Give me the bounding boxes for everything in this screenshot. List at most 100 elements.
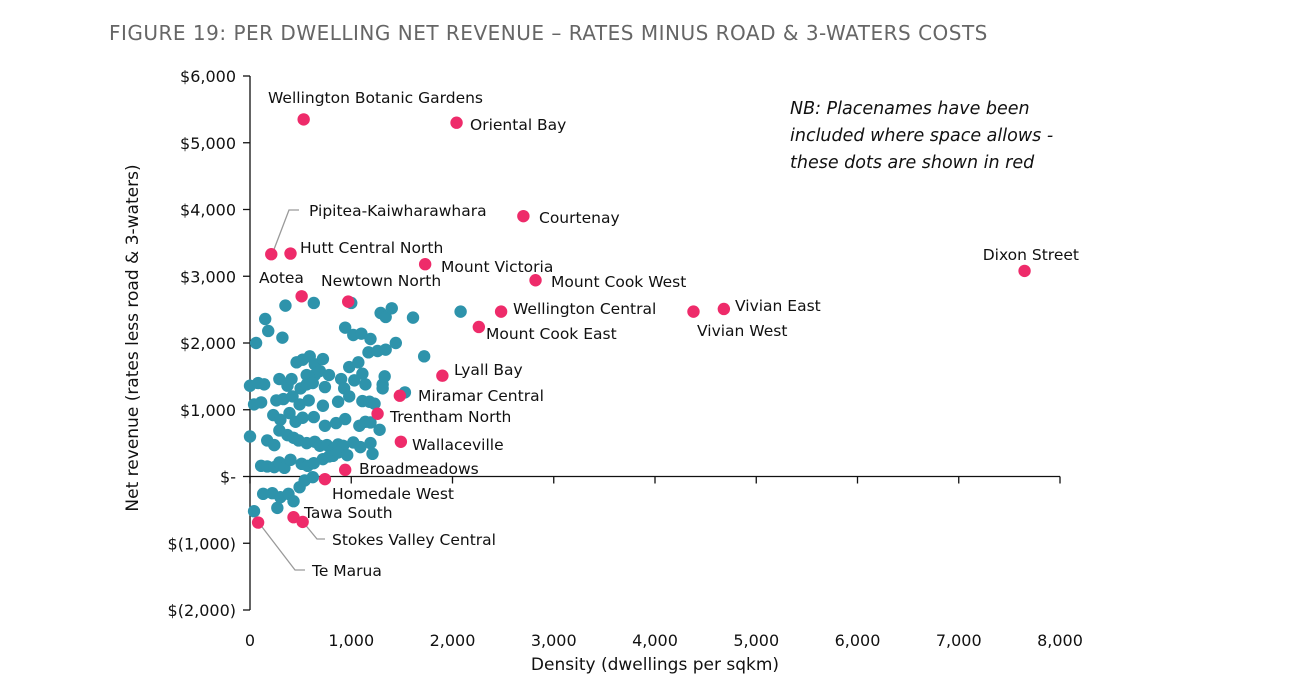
y-tick-label: $3,000 [180, 267, 236, 286]
named-points [251, 113, 1031, 529]
named-data-point [1018, 264, 1031, 278]
data-point [366, 447, 379, 461]
data-point [322, 368, 336, 382]
data-point [364, 436, 377, 450]
y-ticks: $6,000 $5,000 $4,000 $3,000 $2,000 $1,000 $- $(… [168, 67, 250, 620]
x-tick-label: 3,000 [531, 631, 577, 650]
place-label: Lyall Bay [454, 361, 523, 379]
place-label: Wellington Botanic Gardens [268, 89, 483, 107]
place-label: Newtown North [321, 272, 441, 290]
data-point [302, 394, 315, 407]
leader-line [272, 209, 299, 253]
data-point [364, 332, 377, 346]
data-point [355, 327, 368, 340]
data-point [256, 487, 270, 501]
x-tick-label: 6,000 [835, 631, 881, 650]
y-axis-label: Net revenue (rates less road & 3-waters) [123, 164, 143, 511]
named-data-point [342, 295, 355, 308]
place-label: Te Marua [311, 562, 382, 580]
y-tick-label: $(2,000) [168, 601, 236, 620]
data-point [258, 312, 272, 326]
data-point [338, 412, 352, 426]
unnamed-points [243, 296, 467, 518]
data-point [276, 331, 289, 344]
y-tick-label: $2,000 [180, 334, 236, 353]
data-point [318, 380, 332, 394]
data-point [285, 372, 298, 386]
named-data-point [450, 116, 463, 129]
data-point [454, 305, 467, 318]
named-data-point [394, 435, 408, 448]
place-label: Vivian East [735, 297, 821, 315]
data-point [307, 410, 320, 424]
data-point [334, 372, 348, 386]
data-point [307, 296, 320, 310]
data-point [348, 374, 361, 387]
data-point [271, 501, 284, 515]
named-data-point [284, 247, 297, 260]
data-point [359, 378, 372, 391]
y-tick-label: $6,000 [180, 67, 236, 86]
named-data-point [296, 515, 309, 529]
data-point [368, 397, 381, 410]
leader-lines [258, 209, 325, 571]
data-point [257, 378, 271, 391]
place-label: Pipitea-Kaiwharawhara [309, 202, 487, 220]
data-point [274, 413, 287, 426]
data-point [379, 343, 392, 356]
chart-title: FIGURE 19: PER DWELLING NET REVENUE – RA… [109, 21, 988, 45]
place-label: Wellington Central [513, 300, 656, 318]
place-label: Mount Victoria [441, 258, 553, 276]
place-label: Mount Cook West [551, 273, 686, 291]
data-point [364, 416, 377, 429]
data-point [373, 423, 386, 436]
x-tick-label: 0 [245, 631, 255, 650]
place-label: Homedale West [332, 485, 454, 503]
leader-line [258, 522, 305, 571]
data-point [376, 382, 389, 395]
named-data-point [287, 511, 300, 524]
place-label: Vivian West [697, 322, 787, 340]
data-point [243, 430, 257, 443]
place-label: Hutt Central North [300, 239, 443, 257]
y-tick-label: $5,000 [180, 134, 236, 153]
x-tick-label: 5,000 [733, 631, 779, 650]
named-data-point [265, 248, 278, 261]
data-point [318, 419, 332, 432]
y-tick-label: $1,000 [180, 401, 236, 420]
y-tick-label: $(1,000) [168, 534, 236, 553]
data-point [284, 453, 297, 467]
data-point [254, 396, 268, 409]
data-point [262, 324, 275, 338]
named-data-point [338, 463, 352, 477]
place-label: Trentham North [389, 408, 511, 426]
named-data-point [371, 407, 384, 420]
named-data-point [418, 258, 432, 271]
note-line: NB: Placenames have been [790, 99, 1030, 119]
data-point [331, 395, 345, 408]
data-point [389, 336, 402, 350]
x-ticks: 0 1,000 2,000 3,000 4,000 5,000 6,000 7,000 8,00… [245, 476, 1083, 650]
named-data-point [251, 516, 265, 529]
named-data-point [472, 320, 486, 334]
data-point [417, 350, 431, 363]
data-point [306, 470, 319, 484]
place-label: Mount Cook East [486, 325, 617, 343]
place-label: Courtenay [539, 209, 620, 227]
data-point [286, 390, 299, 403]
data-point [338, 321, 352, 334]
named-data-point [318, 472, 332, 486]
data-point [406, 311, 420, 324]
data-point [296, 411, 309, 424]
data-point [249, 336, 263, 350]
x-axis-label: Density (dwellings per sqkm) [531, 655, 779, 675]
place-label: Wallaceville [412, 436, 504, 454]
data-point [247, 505, 261, 518]
data-point [316, 352, 330, 366]
note-line: these dots are shown in red [790, 153, 1035, 173]
data-point [279, 299, 292, 312]
y-tick-label: $- [220, 468, 236, 487]
data-point [316, 399, 330, 412]
chart-note: NB: Placenames have been included where s… [790, 99, 1053, 173]
